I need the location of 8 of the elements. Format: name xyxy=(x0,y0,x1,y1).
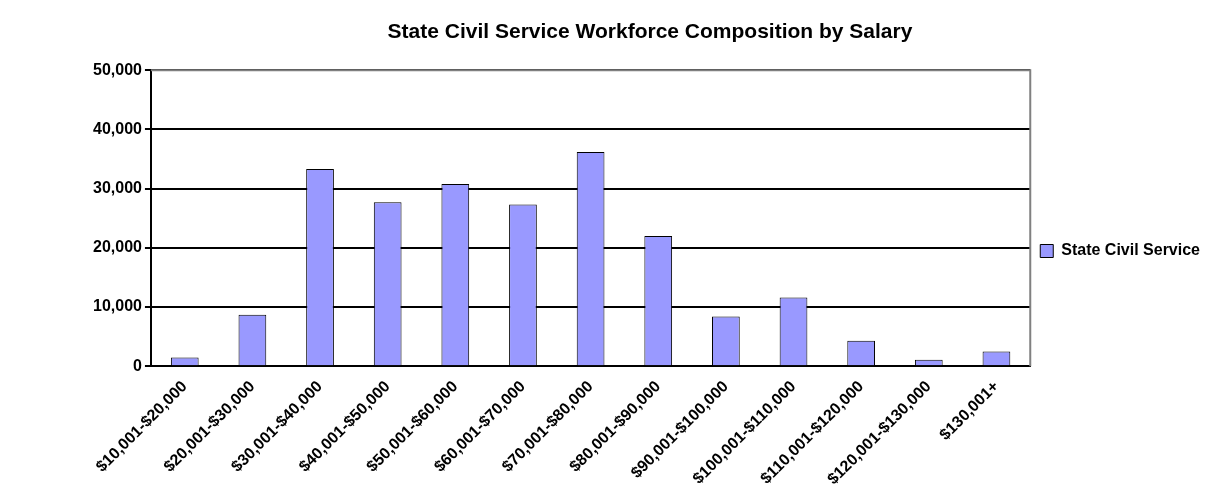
y-tick-label: 20,000 xyxy=(93,238,143,256)
y-tick-label: 40,000 xyxy=(93,119,143,137)
y-tick-label: 10,000 xyxy=(93,297,143,315)
legend-label: State Civil Service xyxy=(1061,241,1201,259)
y-tick-label: 50,000 xyxy=(93,60,143,78)
y-tick-label: 30,000 xyxy=(93,179,143,197)
chart-title: State Civil Service Workforce Composition by Salary xyxy=(387,19,913,43)
y-tick-label: 0 xyxy=(133,356,143,374)
